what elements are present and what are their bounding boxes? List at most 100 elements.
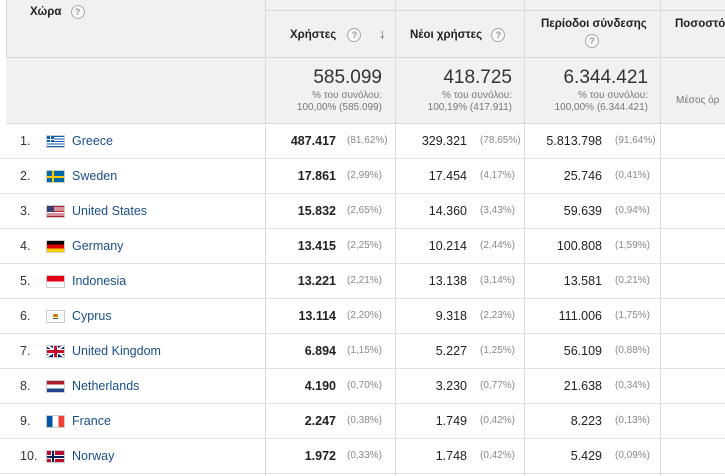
sessions-value: 5.813.798 [546,134,602,148]
country-link[interactable]: Netherlands [72,379,140,393]
country-link[interactable]: Indonesia [72,274,127,288]
column-divider [6,0,7,58]
sessions-percent: (0,21%) [615,275,651,286]
sessions-value: 21.638 [563,379,602,393]
new-users-percent: (4,17%) [480,170,516,181]
help-icon[interactable]: ? [70,5,85,19]
new-users-value: 329.321 [421,134,467,148]
help-icon[interactable]: ? [347,28,362,42]
country-link[interactable]: Greece [72,134,113,148]
row-rank: 1. [20,134,31,148]
sessions-percent: (0,94%) [615,205,651,216]
new-users-value: 10.214 [428,239,467,253]
total-new-users-value: 418.725 [443,67,512,88]
flag-fr-icon [47,416,64,427]
row-rank: 3. [20,204,31,218]
sessions-value: 25.746 [563,169,602,183]
sessions-value: 5.429 [570,449,602,463]
country-link[interactable]: United States [72,204,148,218]
users-value: 13.415 [297,239,336,253]
sessions-value: 59.639 [563,204,602,218]
help-icon[interactable]: ? [491,28,506,42]
country-link[interactable]: Sweden [72,169,118,183]
sessions-value: 111.006 [558,309,602,323]
column-header-label: Περίοδοι σύνδεσης [541,18,647,30]
column-header-label: Χώρα [30,6,62,19]
new-users-percent: (3,43%) [480,205,516,216]
table-row: 5. Indonesia 13.221 (2,21%) 13.138 (3,14… [0,264,725,299]
row-rank: 7. [20,344,31,358]
column-header-users[interactable]: Χρήστες ? [290,28,362,42]
country-link[interactable]: United Kingdom [72,344,161,358]
sessions-value: 8.223 [570,414,602,428]
row-rank: 8. [20,379,31,393]
flag-gr-icon [47,136,64,147]
users-value: 15.832 [297,204,336,218]
column-divider [524,0,525,476]
users-percent: (0,70%) [347,380,383,391]
sessions-value: 56.109 [563,344,602,358]
column-header-extra[interactable]: Ποσοστό ε [675,18,725,30]
new-users-percent: (2,44%) [480,240,516,251]
users-value: 4.190 [304,379,336,393]
column-header-label: Νέοι χρήστες [410,29,483,42]
table-row: 7. United Kingdom 6.894 (1,15%) 5.227 (1… [0,334,725,369]
header-group-strip [266,0,725,11]
row-rank: 10. [20,449,38,463]
sessions-value: 13.581 [563,274,602,288]
country-link[interactable]: Cyprus [72,309,112,323]
new-users-value: 5.227 [435,344,467,358]
users-value: 487.417 [290,134,336,148]
new-users-percent: (1,25%) [480,345,516,356]
sessions-percent: (1,59%) [615,240,651,251]
flag-cy-icon [47,311,64,322]
country-link[interactable]: Norway [72,449,115,463]
table-row: 1. Greece 487.417 (81,62%) 329.321 (78,6… [0,124,725,159]
flag-gb-icon [47,346,64,357]
new-users-value: 1.749 [435,414,467,428]
total-extra-caption: Μέσος όρ [676,95,720,106]
total-new-users-caption: % του συνόλου: 100,19% (417.911) [427,90,512,113]
users-percent: (2,25%) [347,240,383,251]
flag-de-icon [47,241,64,252]
new-users-percent: (3,14%) [480,275,516,286]
totals-row [6,58,725,124]
country-link[interactable]: Germany [72,239,124,253]
users-percent: (1,15%) [347,345,383,356]
sessions-percent: (91,64%) [615,135,656,146]
row-rank: 4. [20,239,31,253]
flag-us-icon [47,206,64,217]
sessions-percent: (0,41%) [615,170,651,181]
column-header-sessions[interactable]: Περίοδοι σύνδεσης ? [541,18,647,48]
table-row: 10. Norway 1.972 (0,33%) 1.748 (0,42%) 5… [0,439,725,474]
table-row: 2. Sweden 17.861 (2,99%) 17.454 (4,17%) … [0,159,725,194]
country-link[interactable]: France [72,414,111,428]
table-row: 9. France 2.247 (0,38%) 1.749 (0,42%) 8.… [0,404,725,439]
total-users-caption: % του συνόλου: 100,00% (585.099) [296,90,382,113]
sessions-percent: (0,09%) [615,450,651,461]
new-users-value: 9.318 [435,309,467,323]
help-icon[interactable]: ? [585,34,599,48]
users-value: 6.894 [304,344,336,358]
total-sessions-caption: % του συνόλου: 100,00% (6.344.421) [554,90,648,113]
users-percent: (2,65%) [347,205,383,216]
column-divider [395,0,396,476]
sessions-percent: (0,13%) [615,415,651,426]
flag-no-icon [47,451,64,462]
users-percent: (81,62%) [347,135,388,146]
row-rank: 9. [20,414,31,428]
new-users-percent: (0,42%) [480,450,516,461]
users-value: 17.861 [297,169,336,183]
users-value: 13.114 [298,309,336,323]
flag-id-icon [47,276,64,287]
row-rank: 5. [20,274,31,288]
users-percent: (0,38%) [347,415,383,426]
flag-se-icon [47,171,64,182]
sessions-value: 100.808 [556,239,602,253]
column-header-new-users[interactable]: Νέοι χρήστες ? [410,28,506,42]
row-rank: 2. [20,169,31,183]
new-users-value: 1.748 [435,449,467,463]
column-header-country[interactable]: Χώρα ? [30,5,85,19]
sort-descending-icon[interactable]: ↓ [379,26,386,41]
